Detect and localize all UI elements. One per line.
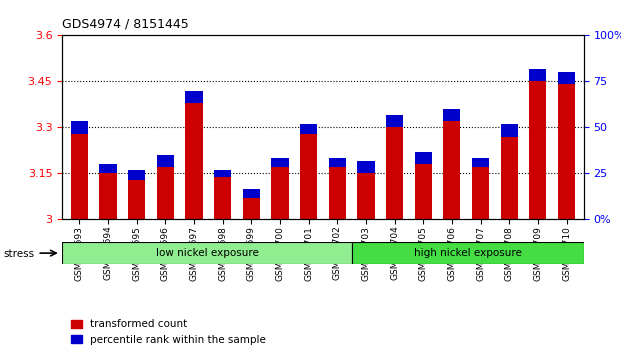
Bar <box>271 167 289 219</box>
Bar <box>214 170 231 177</box>
Bar <box>243 198 260 219</box>
Text: stress: stress <box>3 249 34 259</box>
Legend: transformed count, percentile rank within the sample: transformed count, percentile rank withi… <box>67 315 270 349</box>
Bar <box>156 167 174 219</box>
Bar <box>128 170 145 179</box>
Bar <box>472 167 489 219</box>
Bar <box>443 109 461 121</box>
Bar <box>472 158 489 167</box>
Text: GDS4974 / 8151445: GDS4974 / 8151445 <box>62 17 189 30</box>
Bar <box>271 158 289 167</box>
Bar <box>357 161 374 173</box>
Bar <box>300 133 317 219</box>
Bar <box>329 158 346 167</box>
FancyBboxPatch shape <box>352 242 584 264</box>
Bar <box>300 124 317 133</box>
Bar <box>128 179 145 219</box>
Bar <box>529 69 546 81</box>
Bar <box>214 177 231 219</box>
Bar <box>185 91 202 103</box>
Bar <box>71 121 88 133</box>
Bar <box>71 133 88 219</box>
Bar <box>415 164 432 219</box>
Bar <box>501 137 518 219</box>
Bar <box>501 124 518 137</box>
Text: low nickel exposure: low nickel exposure <box>156 248 258 258</box>
Bar <box>156 155 174 167</box>
Bar <box>529 81 546 219</box>
Bar <box>243 189 260 198</box>
FancyBboxPatch shape <box>62 242 352 264</box>
Bar <box>99 164 117 173</box>
Bar <box>558 72 575 85</box>
Text: high nickel exposure: high nickel exposure <box>414 248 522 258</box>
Bar <box>386 127 403 219</box>
Bar <box>357 173 374 219</box>
Bar <box>386 115 403 127</box>
Bar <box>99 173 117 219</box>
Bar <box>185 103 202 219</box>
Bar <box>558 85 575 219</box>
Bar <box>329 167 346 219</box>
Bar <box>443 121 461 219</box>
Bar <box>415 152 432 164</box>
